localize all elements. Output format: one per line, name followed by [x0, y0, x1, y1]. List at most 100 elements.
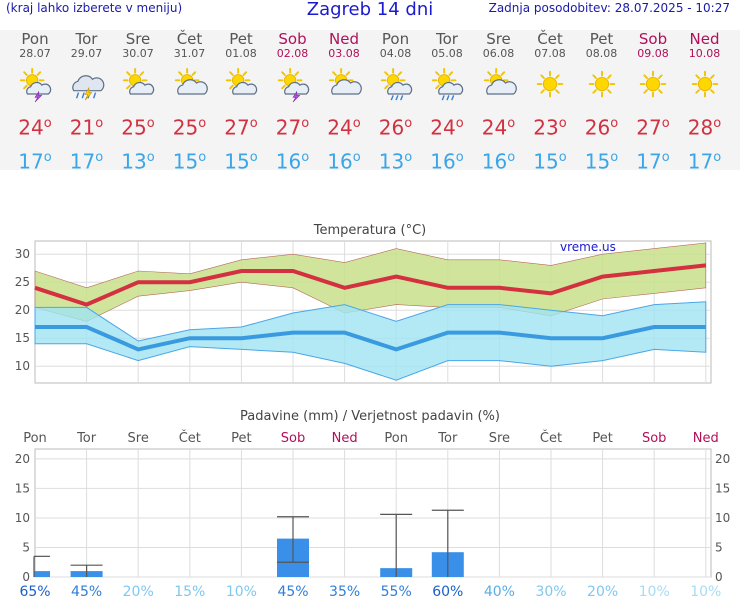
sun-cloud-icon: [225, 67, 258, 95]
x-tick-label: Pet: [231, 431, 251, 446]
day-column: Sob 02.08 27o 16o: [267, 30, 319, 172]
precipitation-chart-title: Padavine (mm) / Verjetnost padavin (%): [240, 409, 500, 424]
x-tick-label: Pon: [384, 431, 408, 446]
day-column: Čet 31.07 25o 15o: [164, 30, 216, 172]
day-name: Sob: [638, 30, 668, 48]
day-date: 10.08: [688, 47, 721, 60]
day-date: 07.08: [534, 47, 566, 60]
day-name: Sre: [125, 30, 151, 48]
day-column: Pet 08.08 26o 15o: [576, 30, 628, 172]
daily-forecast-strip: Pon 28.07 24o 17o Tor 29.07 21o 17o Sre 30.07 25o 1…: [0, 30, 740, 174]
y-tick-label: 30: [15, 247, 30, 261]
y-tick-label: 20: [15, 303, 30, 317]
sun-cloud-icon: [122, 67, 155, 95]
sun-icon: [588, 70, 615, 98]
precipitation-probability: 40%: [484, 584, 515, 600]
day-name: Pon: [381, 30, 410, 48]
sun-cloud-thunder-icon: [19, 67, 52, 103]
max-temperature: 21o: [69, 115, 104, 140]
max-temperature: 28o: [687, 115, 722, 140]
precipitation-probability: 15%: [174, 584, 205, 600]
day-date: 01.08: [225, 47, 257, 60]
temperature-chart-title: Temperatura (°C): [313, 223, 426, 238]
min-temperature: 16o: [430, 149, 464, 174]
y-tick-label-left: 5: [22, 540, 30, 554]
day-name: Tor: [436, 30, 458, 48]
max-temperature: 24o: [327, 115, 361, 140]
max-temperature: 24o: [18, 115, 52, 140]
min-temperature: 17o: [69, 149, 104, 174]
day-date: 02.08: [276, 47, 309, 60]
y-tick-label-right: 0: [715, 570, 723, 584]
y-tick-label-left: 0: [22, 570, 30, 584]
day-column: Tor 05.08 24o 16o: [421, 30, 473, 172]
min-temperature: 13o: [121, 149, 155, 174]
y-tick-label-left: 10: [15, 511, 30, 525]
day-name: Čet: [537, 30, 563, 48]
sun-cloud-rain-icon: [431, 67, 464, 101]
day-date: 08.08: [585, 47, 618, 60]
day-column: Sre 06.08 24o 16o: [473, 30, 525, 172]
max-temperature: 27o: [636, 115, 670, 140]
x-tick-label: Sre: [128, 431, 149, 446]
min-temperature: 17o: [687, 149, 722, 174]
page-title: Zagreb 14 dni: [306, 0, 434, 20]
day-name: Ned: [329, 30, 359, 48]
precipitation-probability: 45%: [277, 584, 308, 600]
max-temperature: 25o: [121, 115, 155, 140]
day-date: 05.08: [431, 47, 463, 60]
last-update-text: Zadnja posodobitev: 28.07.2025 - 10:27: [488, 1, 730, 15]
day-date: 30.07: [122, 47, 154, 60]
day-name: Čet: [176, 30, 203, 48]
day-column: Pon 04.08 26o 13o: [370, 30, 422, 172]
min-temperature-line: [35, 325, 706, 352]
y-tick-label-right: 5: [715, 540, 723, 554]
day-date: 03.08: [328, 47, 360, 60]
day-date: 04.08: [379, 47, 412, 60]
x-tick-label: Sob: [281, 431, 305, 446]
sun-icon: [536, 70, 564, 98]
max-temperature: 27o: [275, 115, 310, 140]
x-tick-label: Sre: [489, 431, 510, 446]
day-column: Čet 07.08 23o 15o: [524, 30, 576, 172]
day-date: 06.08: [482, 47, 515, 60]
precipitation-probability: 30%: [535, 584, 566, 600]
x-tick-label: Pet: [592, 431, 612, 446]
day-date: 29.07: [70, 47, 103, 60]
min-temperature: 15o: [172, 149, 207, 174]
location-menu-hint[interactable]: (kraj lahko izberete v meniju): [6, 1, 183, 15]
watermark: vreme.us: [560, 240, 616, 254]
day-column: Sob 09.08 27o 17o: [627, 30, 679, 172]
cloud-rain-thunder-icon: [71, 75, 104, 101]
x-tick-label: Tor: [76, 431, 97, 446]
x-tick-label: Čet: [179, 430, 201, 446]
precipitation-probability: 20%: [123, 584, 154, 600]
min-temperature: 15o: [224, 149, 258, 174]
top-bar: (kraj lahko izberete v meniju) Zagreb 14…: [0, 0, 740, 24]
min-temperature: 17o: [636, 149, 670, 174]
sun-icon: [639, 70, 667, 98]
x-tick-label: Sob: [642, 431, 666, 446]
x-tick-label: Ned: [693, 431, 719, 446]
precipitation-probability: 60%: [432, 584, 463, 600]
day-column: Ned 03.08 24o 16o: [318, 30, 370, 172]
y-tick-label-left: 20: [15, 452, 30, 466]
cloud-sun-icon: [328, 67, 362, 95]
cloud-sun-icon: [483, 67, 517, 95]
precipitation-probability: 10%: [226, 584, 257, 600]
precipitation-probability: 35%: [329, 584, 360, 600]
sun-cloud-thunder-icon: [277, 67, 309, 103]
max-temperature: 24o: [430, 115, 464, 140]
max-temperature: 23o: [533, 115, 567, 140]
min-temperature: 16o: [275, 149, 310, 174]
day-name: Pon: [21, 30, 49, 48]
y-tick-label-right: 10: [715, 511, 730, 525]
day-column: Sre 30.07 25o 13o: [112, 30, 164, 172]
day-name: Sob: [278, 30, 307, 48]
y-tick-label-left: 15: [15, 481, 30, 495]
day-name: Ned: [689, 30, 720, 48]
precipitation-bar: [34, 571, 50, 577]
min-temperature: 15o: [533, 149, 567, 174]
y-tick-label: 25: [15, 275, 30, 289]
precipitation-probability: 10%: [690, 584, 721, 600]
